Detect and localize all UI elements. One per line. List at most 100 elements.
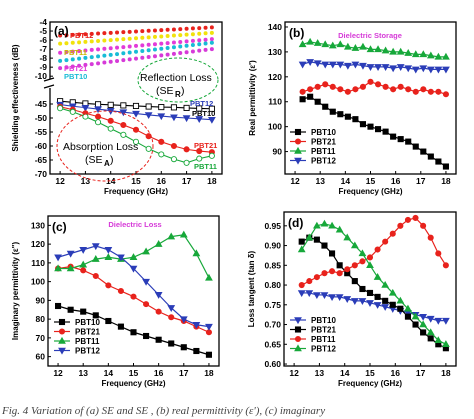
data-point-PBT11: [351, 44, 360, 51]
data-point-PBT21: [120, 121, 127, 129]
data-point-red: [140, 29, 145, 34]
data-point-yellow: [184, 32, 189, 37]
panel-b-ytick-label: 120: [268, 72, 282, 82]
data-point-PBT11: [351, 262, 358, 269]
data-point-PBT11: [426, 51, 435, 59]
data-point-PBT21: [405, 86, 412, 93]
legend-label: PBT11: [75, 337, 100, 346]
legend-marker: [294, 344, 302, 352]
x-axis-label: Frequency (GHz): [101, 379, 165, 388]
data-point-yellow: [190, 32, 195, 37]
data-point-PBT21: [183, 146, 190, 153]
data-point-magenta: [146, 42, 151, 47]
legend-entry-PBT10: PBT10: [54, 318, 100, 327]
data-point-PBT12: [343, 233, 352, 241]
data-point-PBT11: [412, 214, 419, 221]
data-point-pink: [134, 56, 138, 61]
data-point-PBT11: [321, 40, 330, 48]
data-point-PBT12: [381, 280, 390, 288]
data-point-PBT21: [397, 83, 404, 90]
data-point-PBT12: [328, 221, 336, 229]
series-label-pbt12-bottom: PBT12: [190, 99, 213, 108]
data-point-pink: [70, 64, 75, 69]
data-point-PBT21: [367, 78, 374, 85]
panel-c-ytick-label: 100: [31, 277, 45, 287]
data-point-red: [127, 29, 132, 34]
data-point-PBT12: [411, 66, 420, 74]
data-point-PBT11: [374, 246, 381, 253]
data-point-PBT11: [442, 262, 449, 269]
panel-a-top-ytick-label: -8: [39, 53, 47, 63]
panel-c-xtick-label: 18: [204, 368, 214, 378]
legend-entry-PBT12: PBT12: [54, 347, 100, 356]
data-point-cyan: [64, 58, 69, 63]
y-axis-label: Loss tangent (tan δ): [247, 250, 256, 327]
data-point-PBT10: [312, 292, 321, 300]
data-point-PBT10: [143, 332, 150, 340]
data-point-PBT21: [155, 308, 162, 315]
data-point-PBT11: [435, 250, 442, 257]
data-point-magenta: [209, 37, 214, 42]
data-point-PBT12: [404, 304, 412, 312]
panel-c-ytick-label: 70: [36, 333, 46, 343]
data-point-PBT10: [305, 290, 314, 298]
data-point-PBT11: [313, 39, 322, 46]
data-point-PBT12: [359, 62, 367, 70]
data-point-PBT21: [389, 301, 396, 308]
data-point-cyan: [89, 55, 94, 60]
data-point-pink: [58, 66, 63, 71]
data-point-magenta: [171, 40, 176, 45]
data-point-PBT10: [373, 302, 382, 309]
panel-d-ytick-label: 0.90: [264, 241, 281, 251]
panel-a-top-ytick-label: -4: [39, 17, 47, 27]
data-point-PBT21: [427, 88, 434, 95]
data-point-PBT12: [328, 61, 337, 69]
data-point-PBT21: [196, 147, 203, 155]
data-point-PBT12: [381, 64, 390, 71]
data-point-cyan: [159, 46, 164, 51]
data-point-PBT12: [389, 65, 398, 73]
data-point-PBT11: [389, 230, 396, 237]
data-point-pink: [178, 51, 183, 56]
data-point-PBT21: [322, 81, 329, 88]
data-point-PBT10: [337, 111, 344, 118]
data-point-PBT12: [157, 113, 166, 121]
data-point-yellow: [83, 39, 88, 44]
data-point-PBT11: [57, 105, 64, 112]
legend-label: PBT12: [75, 347, 100, 356]
data-point-yellow: [178, 33, 183, 38]
data-point-PBT11: [328, 41, 337, 49]
data-point-PBT11: [298, 40, 307, 48]
series-label-pbt10-top: PBT10: [64, 72, 87, 81]
data-point-PBT10: [427, 153, 434, 160]
series-label-pbt21-bottom: PBT21: [194, 141, 217, 150]
series-PBT11: [298, 214, 449, 289]
data-point-yellow: [203, 31, 208, 36]
panel-b-ytick-label: 100: [268, 122, 282, 132]
data-point-PBT21: [359, 285, 366, 293]
data-point-yellow: [127, 36, 132, 41]
y-axis-label: Shielding effectiveness (dB): [11, 44, 20, 151]
data-point-PBT12: [207, 116, 216, 124]
data-point-PBT12: [54, 254, 62, 262]
series-PBT11: [298, 37, 450, 60]
data-point-PBT12: [374, 64, 382, 71]
panel-a-xtick-label: 14: [106, 176, 116, 186]
data-point-PBT11: [389, 47, 398, 55]
series-label-pbt12-top: PBT12: [70, 31, 93, 40]
absorption-loss-ellipse: [56, 110, 154, 182]
data-point-PBT10: [155, 336, 162, 343]
axis-break-mark: [43, 84, 55, 89]
data-point-PBT12: [119, 109, 128, 117]
data-point-PBT10: [170, 104, 177, 111]
panel-title: Dielectric Loss: [108, 220, 161, 229]
series-PBT10: [55, 302, 212, 358]
data-point-PBT10: [105, 317, 112, 325]
legend-label: PBT10: [75, 318, 100, 327]
data-point-PBT21: [337, 86, 344, 93]
data-point-red: [77, 32, 82, 37]
data-point-PBT21: [130, 293, 137, 300]
data-point-PBT12: [343, 62, 352, 70]
data-point-cyan: [70, 57, 75, 62]
data-point-PBT11: [366, 45, 375, 53]
